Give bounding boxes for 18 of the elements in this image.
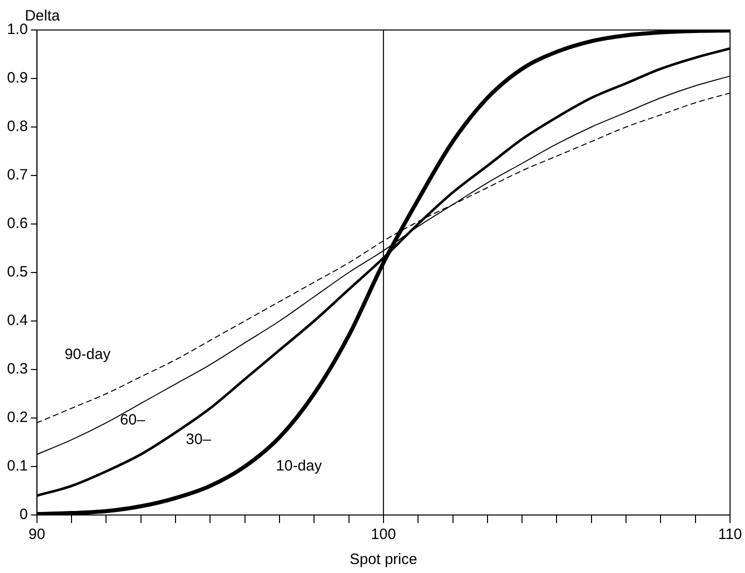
- annotation: 30–: [186, 430, 212, 448]
- x-tick-label: 100: [370, 526, 396, 544]
- y-tick-label: 0.5: [6, 264, 28, 281]
- x-tick-label: 90: [28, 526, 46, 544]
- y-tick-label: 0.1: [6, 458, 28, 475]
- x-tick-label: 110: [718, 526, 742, 544]
- annotation: 10-day: [276, 458, 322, 475]
- annotation: 60–: [120, 412, 146, 429]
- y-tick-label: 0.7: [6, 166, 28, 184]
- y-tick-label: 0.8: [6, 118, 28, 136]
- x-axis-title: Spot price: [350, 551, 418, 568]
- y-tick-label: 0.4: [6, 312, 28, 330]
- y-tick-label: 0: [20, 506, 28, 524]
- y-tick-label: 0.3: [6, 360, 28, 378]
- y-tick-label: 0.2: [6, 409, 28, 426]
- y-tick-label: 0.6: [6, 215, 28, 232]
- y-tick-label: 0.9: [6, 70, 28, 87]
- annotation: 90-day: [64, 346, 111, 364]
